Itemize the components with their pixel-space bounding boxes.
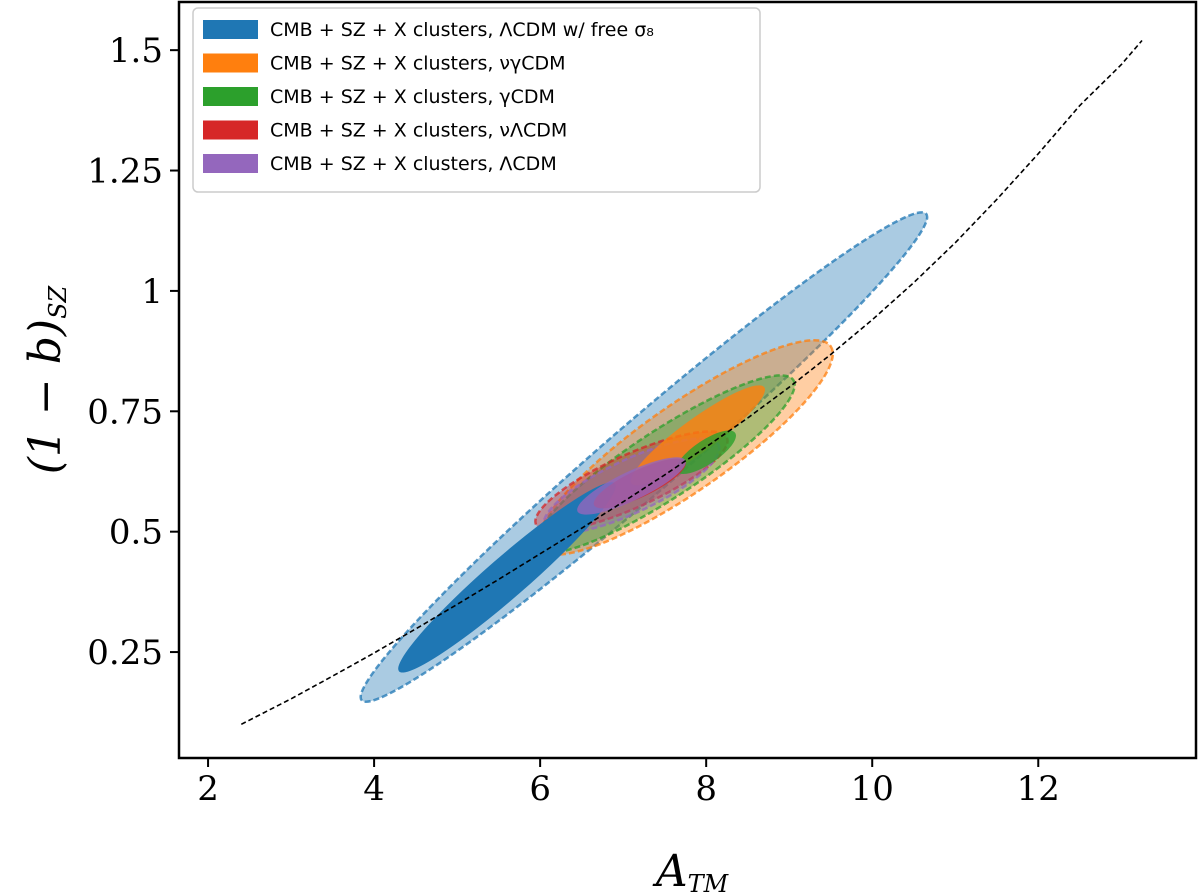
y-axis: 0.25 0.5 0.75 1 1.25 1.5 [87, 31, 179, 673]
legend: CMB + SZ + X clusters, ΛCDM w/ free σ₈ CM… [192, 7, 761, 193]
x-tick-label: 10 [851, 769, 894, 809]
legend-label: CMB + SZ + X clusters, ΛCDM [270, 153, 557, 175]
plot-frame [177, 0, 1198, 760]
y-tick-label: 1.25 [87, 152, 163, 192]
x-axis: 2 4 6 8 10 12 [197, 758, 1060, 809]
y-axis-title: (1 − b)SZ [20, 284, 72, 474]
y-tick-label: 1.5 [109, 31, 163, 71]
legend-swatch [203, 154, 258, 173]
legend-swatch [203, 20, 258, 39]
x-axis-title: ATM [652, 846, 730, 894]
reference-curve [240, 39, 1143, 726]
y-tick-label: 0.75 [87, 392, 163, 432]
x-tick-label: 8 [695, 769, 717, 809]
legend-swatch [203, 87, 258, 106]
legend-label: CMB + SZ + X clusters, ΛCDM w/ free σ₈ [270, 19, 654, 41]
legend-label: CMB + SZ + X clusters, νΛCDM [270, 120, 567, 142]
legend-swatch [203, 53, 258, 73]
legend-label: CMB + SZ + X clusters, νγCDM [270, 53, 566, 75]
legend-swatch [203, 120, 258, 140]
x-axis-title-main: A [652, 846, 688, 894]
legend-label: CMB + SZ + X clusters, γCDM [270, 86, 555, 108]
x-tick-label: 12 [1017, 769, 1060, 809]
y-tick-label: 0.5 [109, 513, 163, 553]
y-axis-title-main: (1 − b) [20, 319, 71, 474]
contour-68-gamma-cdm [676, 430, 736, 474]
y-tick-label: 0.25 [87, 633, 163, 673]
x-tick-label: 6 [529, 769, 551, 809]
contour-68-lcdm [577, 457, 686, 515]
y-tick-label: 1 [141, 272, 163, 312]
x-tick-label: 2 [197, 769, 219, 809]
contour-layer [359, 211, 929, 704]
legend-box [192, 7, 761, 193]
reference-curve-layer [240, 39, 1143, 726]
x-axis-title-subscript: TM [688, 870, 730, 894]
x-tick-label: 4 [363, 769, 385, 809]
contour-68-lcdm-free-sigma8 [398, 482, 616, 673]
y-axis-title-subscript: SZ [44, 284, 72, 318]
